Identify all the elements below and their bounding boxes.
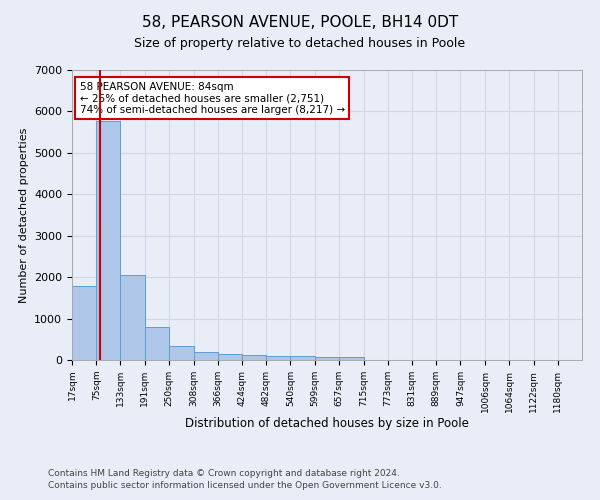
Text: 58 PEARSON AVENUE: 84sqm
← 25% of detached houses are smaller (2,751)
74% of sem: 58 PEARSON AVENUE: 84sqm ← 25% of detach… xyxy=(80,82,345,115)
Bar xyxy=(340,357,364,360)
Bar xyxy=(242,355,266,360)
Bar xyxy=(290,356,314,360)
Text: Contains public sector information licensed under the Open Government Licence v3: Contains public sector information licen… xyxy=(48,481,442,490)
Bar xyxy=(194,352,218,360)
Bar xyxy=(72,286,96,360)
Bar xyxy=(315,356,340,360)
X-axis label: Distribution of detached houses by size in Poole: Distribution of detached houses by size … xyxy=(185,418,469,430)
Text: 58, PEARSON AVENUE, POOLE, BH14 0DT: 58, PEARSON AVENUE, POOLE, BH14 0DT xyxy=(142,15,458,30)
Y-axis label: Number of detached properties: Number of detached properties xyxy=(19,128,29,302)
Bar xyxy=(96,120,121,360)
Bar xyxy=(121,274,145,360)
Bar xyxy=(218,354,242,360)
Bar xyxy=(266,356,290,360)
Text: Size of property relative to detached houses in Poole: Size of property relative to detached ho… xyxy=(134,38,466,51)
Text: Contains HM Land Registry data © Crown copyright and database right 2024.: Contains HM Land Registry data © Crown c… xyxy=(48,468,400,477)
Bar xyxy=(169,346,194,360)
Bar xyxy=(145,327,169,360)
